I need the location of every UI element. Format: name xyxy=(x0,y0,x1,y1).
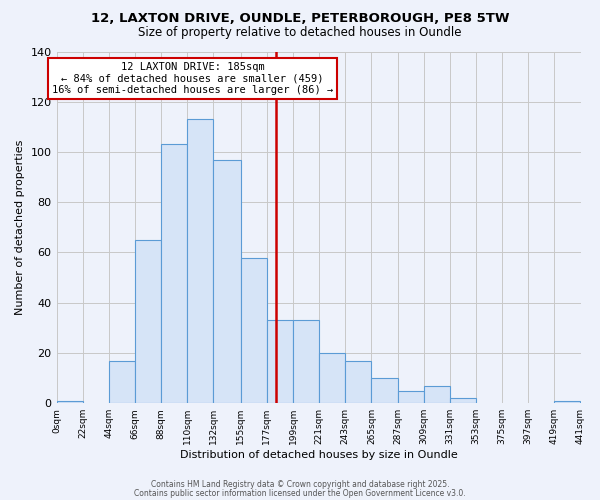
Bar xyxy=(319,353,345,403)
Bar xyxy=(554,400,580,403)
Bar xyxy=(241,258,267,403)
Bar xyxy=(135,240,161,403)
Text: 12, LAXTON DRIVE, OUNDLE, PETERBOROUGH, PE8 5TW: 12, LAXTON DRIVE, OUNDLE, PETERBOROUGH, … xyxy=(91,12,509,26)
X-axis label: Distribution of detached houses by size in Oundle: Distribution of detached houses by size … xyxy=(179,450,457,460)
Text: Size of property relative to detached houses in Oundle: Size of property relative to detached ho… xyxy=(138,26,462,39)
Text: Contains HM Land Registry data © Crown copyright and database right 2025.: Contains HM Land Registry data © Crown c… xyxy=(151,480,449,489)
Bar xyxy=(424,386,450,403)
Bar xyxy=(214,160,241,403)
Bar xyxy=(450,398,476,403)
Bar xyxy=(398,390,424,403)
Bar xyxy=(109,360,135,403)
Text: 12 LAXTON DRIVE: 185sqm
← 84% of detached houses are smaller (459)
16% of semi-d: 12 LAXTON DRIVE: 185sqm ← 84% of detache… xyxy=(52,62,333,96)
Bar xyxy=(371,378,398,403)
Bar xyxy=(293,320,319,403)
Bar xyxy=(187,120,214,403)
Bar xyxy=(267,320,293,403)
Bar xyxy=(161,144,187,403)
Y-axis label: Number of detached properties: Number of detached properties xyxy=(15,140,25,315)
Text: Contains public sector information licensed under the Open Government Licence v3: Contains public sector information licen… xyxy=(134,490,466,498)
Bar xyxy=(345,360,371,403)
Bar xyxy=(56,400,83,403)
